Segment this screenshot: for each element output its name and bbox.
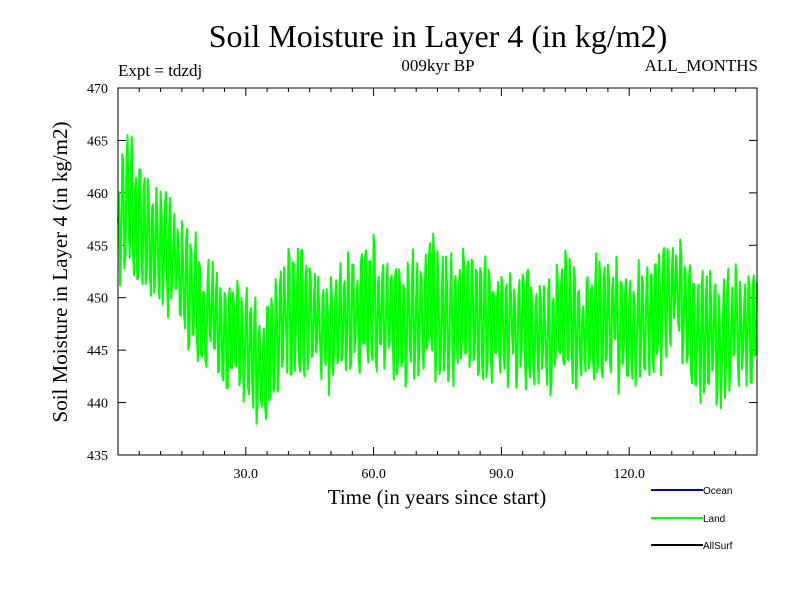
x-tick-label: 120.0 xyxy=(613,467,645,482)
legend: Ocean Land AllSurf xyxy=(651,486,733,552)
y-tick-label: 460 xyxy=(87,187,108,202)
y-tick-label: 435 xyxy=(87,449,108,464)
legend-label-allsurf: AllSurf xyxy=(703,541,733,552)
legend-label-land: Land xyxy=(703,514,725,525)
y-tick-label: 470 xyxy=(87,82,108,97)
x-axis-ticks: 30.0 60.0 90.0 120.0 xyxy=(138,88,737,482)
y-axis-label: Soil Moisture in Layer 4 (in kg/m2) xyxy=(48,122,72,423)
y-tick-label: 440 xyxy=(87,397,108,412)
plot-frame xyxy=(117,87,758,456)
legend-label-ocean: Ocean xyxy=(703,486,732,497)
y-tick-label: 445 xyxy=(87,344,108,359)
x-axis-label: Time (in years since start) xyxy=(328,485,547,509)
y-tick-label: 455 xyxy=(87,239,108,254)
months-label: ALL_MONTHS xyxy=(645,56,758,75)
y-tick-label: 450 xyxy=(87,292,108,307)
period-label: 009kyr BP xyxy=(401,56,474,75)
x-tick-label: 60.0 xyxy=(361,467,386,482)
chart-title: Soil Moisture in Layer 4 (in kg/m2) xyxy=(209,18,668,54)
experiment-label: Expt = tdzdj xyxy=(118,61,202,80)
x-tick-label: 30.0 xyxy=(234,467,259,482)
series-line-land xyxy=(117,134,758,425)
x-tick-label: 90.0 xyxy=(489,467,514,482)
y-tick-label: 465 xyxy=(87,134,108,149)
